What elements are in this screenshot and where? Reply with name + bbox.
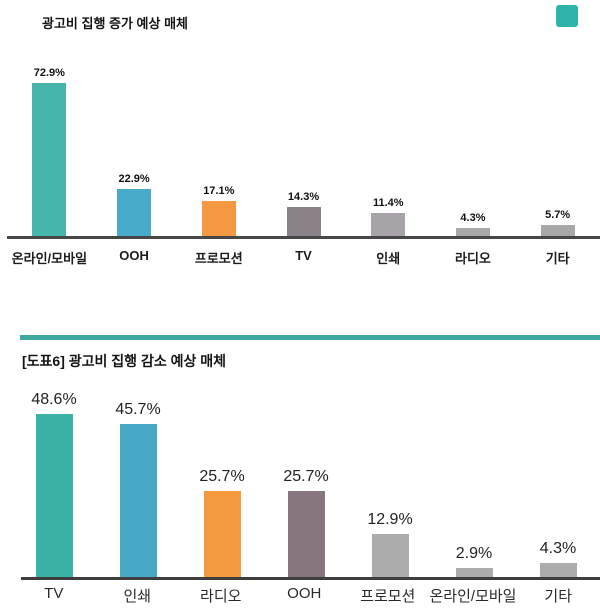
bar-value-label: 22.9% xyxy=(118,173,150,185)
section-divider-line xyxy=(20,335,600,340)
bar xyxy=(117,189,152,237)
bar-category-label: 기타 xyxy=(544,588,573,605)
chart-decrease-bars: 48.6% 45.7% 25.7% 25.7% 12.9% 2.9% 4.3% xyxy=(12,390,600,578)
teal-corner-mark xyxy=(556,5,578,27)
bar-value-label: 25.7% xyxy=(199,468,245,485)
bar-value-label: 72.9% xyxy=(33,67,65,79)
bar xyxy=(540,225,575,237)
bar-category-label: 인쇄 xyxy=(123,588,152,605)
bar xyxy=(371,213,406,237)
chart-increase-bars: 72.9% 22.9% 17.1% 14.3% 11.4% 4.3% 5.7% xyxy=(7,55,600,237)
bar-category-label: 온라인/모바일 xyxy=(11,251,88,266)
bar-category-label: TV xyxy=(44,585,64,602)
bar xyxy=(35,414,73,578)
bar xyxy=(455,568,493,578)
bar xyxy=(539,563,577,578)
bar-value-label: 11.4% xyxy=(372,197,404,209)
bar-value-label: 2.9% xyxy=(455,545,493,562)
chart-decrease-axis xyxy=(21,577,600,580)
bar-category-label: OOH xyxy=(119,248,149,263)
bar xyxy=(371,534,409,578)
chart-decrease-title: [도표6] 광고비 집행 감소 예상 매체 xyxy=(22,353,226,369)
bar-category-label: 온라인/모바일 xyxy=(429,588,517,605)
bar-column: 45.7% xyxy=(96,390,180,578)
bar-column: 72.9% xyxy=(7,55,92,237)
bar-column: 2.9% xyxy=(432,390,516,578)
bar-column: 25.7% xyxy=(180,390,264,578)
bar-category-label: 프로모션 xyxy=(360,588,416,605)
bar-value-label: 48.6% xyxy=(31,391,77,408)
bar-column: 5.7% xyxy=(515,55,600,237)
bar xyxy=(119,424,157,578)
bar-column: 48.6% xyxy=(12,390,96,578)
chart-decrease-categories: TV 인쇄 라디오 OOH 프로모션 온라인/모바일 기타 xyxy=(12,585,600,606)
bar xyxy=(201,201,236,237)
bar xyxy=(203,491,241,578)
bar-value-label: 25.7% xyxy=(283,468,329,485)
bar-value-label: 12.9% xyxy=(367,511,413,528)
bar xyxy=(287,491,325,578)
bar-column: 4.3% xyxy=(431,55,516,237)
bar-value-label: 45.7% xyxy=(115,401,161,418)
bar-category-label: 라디오 xyxy=(200,588,242,605)
bar-category-label: 라디오 xyxy=(455,251,491,266)
bar-column: 17.1% xyxy=(176,55,261,237)
bar-value-label: 4.3% xyxy=(460,212,486,224)
chart-increase-axis xyxy=(7,236,600,239)
bar-category-label: TV xyxy=(295,248,312,263)
bar-value-label: 17.1% xyxy=(203,185,235,197)
chart-increase-title: 광고비 집행 증가 예상 매체 xyxy=(42,16,189,31)
bar-value-label: 5.7% xyxy=(545,209,571,221)
bar-column: 25.7% xyxy=(264,390,348,578)
chart-increase-categories: 온라인/모바일 OOH 프로모션 TV 인쇄 라디오 기타 xyxy=(7,248,600,267)
bar xyxy=(286,207,321,237)
bar-column: 4.3% xyxy=(516,390,600,578)
bar-category-label: 기타 xyxy=(545,251,570,266)
bar-column: 14.3% xyxy=(261,55,346,237)
bar-value-label: 14.3% xyxy=(287,191,320,203)
bar-column: 22.9% xyxy=(92,55,177,237)
bar-column: 12.9% xyxy=(348,390,432,578)
bar-value-label: 4.3% xyxy=(539,540,577,557)
bar xyxy=(455,228,490,237)
bar-category-label: 프로모션 xyxy=(194,251,243,266)
bar xyxy=(32,83,67,237)
bar-category-label: OOH xyxy=(287,585,322,602)
bar-column: 11.4% xyxy=(346,55,431,237)
bar-category-label: 인쇄 xyxy=(376,251,401,266)
